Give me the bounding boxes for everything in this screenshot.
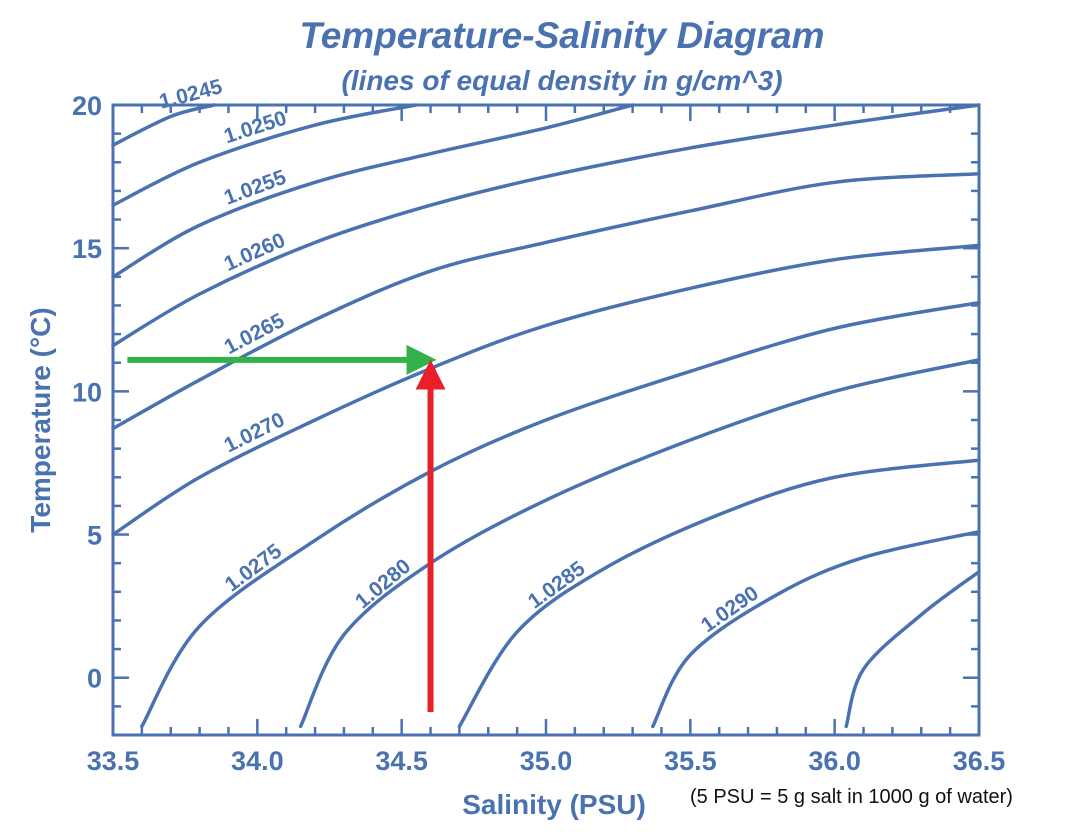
density-contour-line bbox=[111, 103, 418, 207]
density-contour-line bbox=[111, 103, 216, 147]
density-contour-line bbox=[844, 570, 981, 729]
x-tick-label: 34.0 bbox=[231, 746, 284, 776]
density-contour-line bbox=[651, 529, 981, 729]
x-tick-labels: 33.5 34.0 34.5 35.0 35.5 36.0 36.5 bbox=[87, 746, 1006, 776]
x-tick-label: 36.5 bbox=[953, 746, 1006, 776]
x-tick-label: 35.0 bbox=[520, 746, 573, 776]
x-tick-label: 35.5 bbox=[664, 746, 717, 776]
x-tick-label: 36.0 bbox=[808, 746, 861, 776]
x-axis-label: Salinity (PSU) bbox=[462, 789, 646, 820]
density-contour-line bbox=[111, 171, 981, 431]
y-tick-label: 20 bbox=[72, 91, 102, 121]
y-axis-label: Temperature (°C) bbox=[25, 307, 56, 532]
contour-label: 1.0280 bbox=[351, 555, 415, 614]
density-contour-line bbox=[111, 243, 981, 537]
contour-label: 1.0245 bbox=[157, 75, 225, 114]
density-contours bbox=[111, 103, 981, 729]
x-tick-label: 33.5 bbox=[87, 746, 140, 776]
annotation-arrows bbox=[127, 344, 446, 713]
y-tick-label: 0 bbox=[87, 664, 102, 694]
y-tick-labels: 0 5 10 15 20 bbox=[72, 91, 102, 694]
chart-title: Temperature-Salinity Diagram bbox=[299, 15, 824, 56]
salinity-unit-note: (5 PSU = 5 g salt in 1000 g of water) bbox=[690, 786, 1013, 808]
density-contour-line bbox=[457, 458, 981, 729]
density-contour-line bbox=[111, 103, 981, 348]
y-tick-label: 5 bbox=[87, 521, 102, 551]
axis-ticks bbox=[111, 103, 981, 737]
density-contour-line bbox=[111, 103, 635, 279]
x-tick-label: 34.5 bbox=[375, 746, 428, 776]
chart-subtitle: (lines of equal density in g/cm^3) bbox=[341, 65, 782, 96]
y-tick-label: 10 bbox=[72, 377, 102, 407]
density-contour-line bbox=[298, 358, 981, 729]
density-contour-line bbox=[140, 300, 981, 729]
y-tick-label: 15 bbox=[72, 234, 102, 264]
contour-label: 1.0275 bbox=[221, 539, 287, 596]
